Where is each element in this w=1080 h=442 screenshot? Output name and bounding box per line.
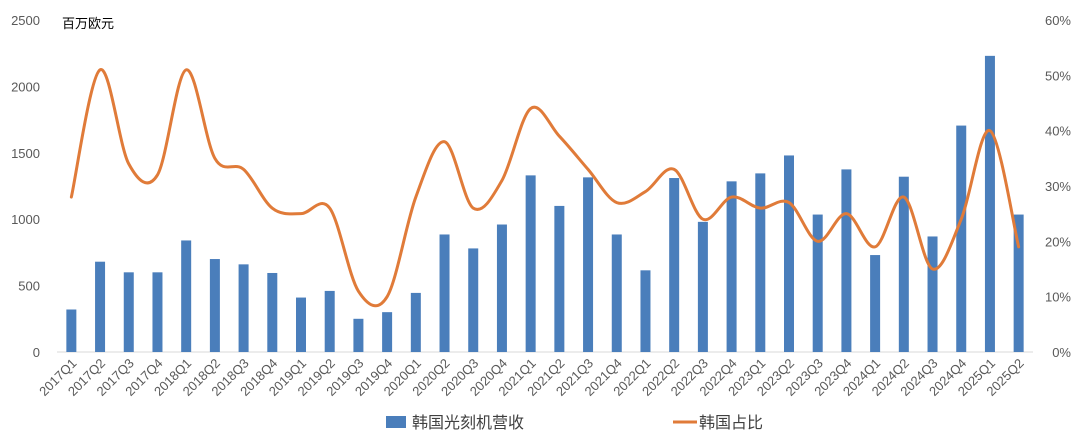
bar-2024Q3 bbox=[927, 236, 938, 352]
bar-2023Q1 bbox=[755, 173, 766, 352]
bar-2020Q3 bbox=[468, 248, 479, 352]
right-tick-label: 40% bbox=[1045, 124, 1071, 139]
right-tick-label: 10% bbox=[1045, 290, 1071, 305]
bar-2021Q1 bbox=[525, 175, 536, 352]
bar-2020Q2 bbox=[439, 234, 450, 352]
bar-2024Q2 bbox=[898, 176, 909, 352]
bar-2024Q1 bbox=[870, 255, 881, 352]
left-axis-ticks: 0 500 1000 1500 2000 2500 bbox=[11, 13, 40, 360]
right-tick-label: 30% bbox=[1045, 179, 1071, 194]
bar-2017Q3 bbox=[123, 272, 134, 352]
bar-2019Q3 bbox=[353, 318, 364, 352]
bar-2024Q4 bbox=[956, 125, 967, 353]
legend: 韩国光刻机营收 韩国占比 bbox=[386, 413, 763, 432]
bar-2017Q1 bbox=[66, 309, 77, 352]
right-tick-label: 50% bbox=[1045, 68, 1071, 83]
bar-2022Q4 bbox=[726, 181, 737, 352]
bar-2019Q4 bbox=[382, 312, 393, 352]
bar-2017Q2 bbox=[95, 261, 106, 352]
legend-label-bar: 韩国光刻机营收 bbox=[412, 413, 524, 432]
right-tick-label: 60% bbox=[1045, 13, 1071, 28]
left-tick-label: 1000 bbox=[11, 212, 40, 227]
bar-2022Q3 bbox=[697, 221, 708, 352]
right-tick-label: 0% bbox=[1052, 345, 1071, 360]
bar-2021Q3 bbox=[583, 177, 594, 352]
right-axis-ticks: 0% 10% 20% 30% 40% 50% 60% bbox=[1045, 13, 1071, 360]
bar-2018Q3 bbox=[238, 264, 249, 352]
x-axis-tick-labels: 2017Q12017Q22017Q32017Q42018Q12018Q22018… bbox=[36, 356, 1027, 399]
bar-2021Q4 bbox=[611, 234, 622, 352]
bar-2025Q1 bbox=[984, 55, 995, 353]
line-share-path bbox=[69, 68, 1021, 308]
right-tick-label: 20% bbox=[1045, 234, 1071, 249]
left-tick-label: 2500 bbox=[11, 13, 40, 28]
bar-2020Q1 bbox=[410, 292, 421, 352]
line-series bbox=[69, 68, 1021, 308]
bar-2022Q2 bbox=[669, 178, 680, 352]
bar-series bbox=[66, 55, 1024, 353]
bar-2018Q4 bbox=[267, 272, 278, 352]
left-tick-label: 500 bbox=[18, 279, 40, 294]
left-tick-label: 2000 bbox=[11, 79, 40, 94]
bar-2018Q1 bbox=[181, 240, 192, 352]
left-tick-label: 0 bbox=[33, 345, 40, 360]
bar-2020Q4 bbox=[496, 224, 507, 352]
bar-2023Q3 bbox=[812, 214, 823, 352]
left-tick-label: 1500 bbox=[11, 146, 40, 161]
left-axis-unit-label: 百万欧元 bbox=[62, 17, 114, 32]
bar-2022Q1 bbox=[640, 270, 651, 352]
bar-2025Q2 bbox=[1013, 214, 1024, 352]
legend-label-line: 韩国占比 bbox=[699, 413, 763, 432]
legend-swatch-bar bbox=[386, 416, 406, 428]
bar-2019Q2 bbox=[324, 290, 335, 352]
bar-2023Q2 bbox=[784, 155, 794, 352]
bar-2019Q1 bbox=[296, 297, 306, 352]
bar-2021Q2 bbox=[554, 205, 565, 352]
bar-2018Q2 bbox=[209, 259, 220, 352]
bar-2017Q4 bbox=[152, 272, 163, 352]
bar-2023Q4 bbox=[841, 169, 852, 352]
